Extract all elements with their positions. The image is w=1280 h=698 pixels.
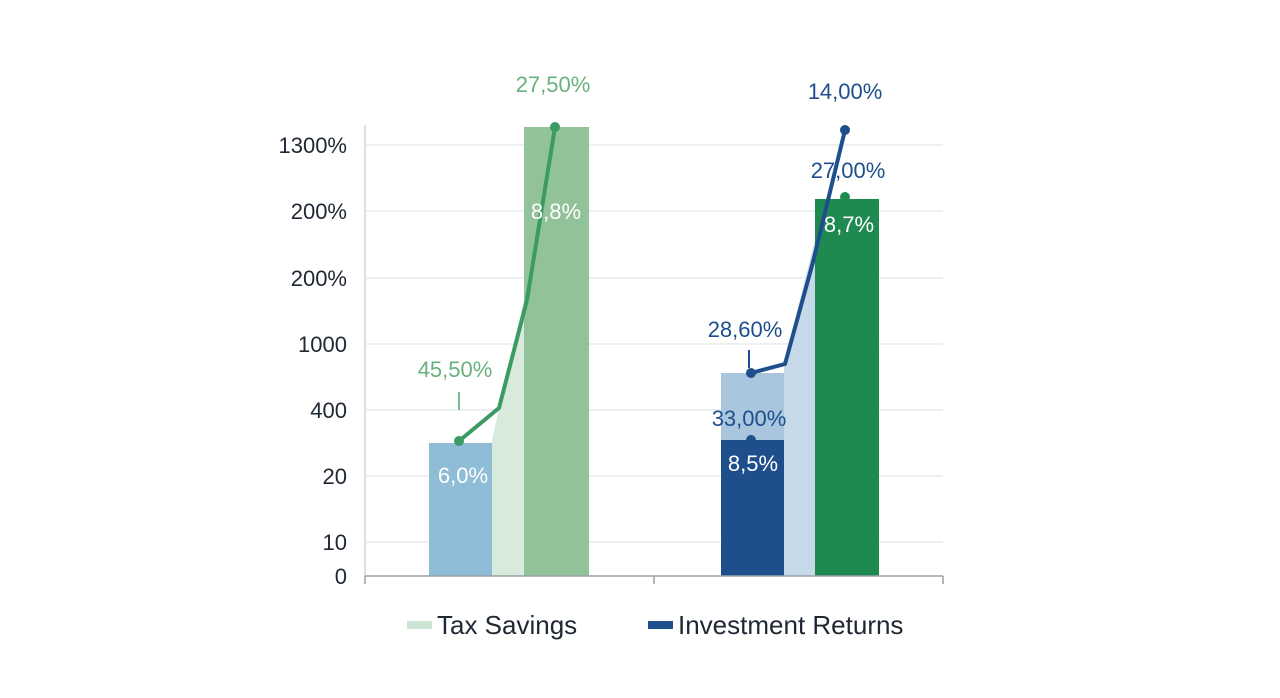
data-label: 27,50% [516,72,591,97]
data-labels: 27,50% 45,50% 8,8% 6,0% 14,00% 27,00% 8,7% 28,6… [418,72,886,488]
x-axis [364,575,944,584]
line-marker [550,122,560,132]
data-label: 45,50% [418,357,493,382]
line-marker [454,436,464,446]
area-shade [492,300,524,576]
data-label: 8,5% [728,451,778,476]
legend: Tax Savings Investment Returns [407,610,903,640]
legend-label: Tax Savings [437,610,577,640]
data-label: 14,00% [808,79,883,104]
data-label: 28,60% [708,317,783,342]
bar [429,443,492,576]
y-tick-label: 200% [291,266,347,291]
data-label: 6,0% [438,463,488,488]
area-shading [492,240,815,576]
bar [524,127,589,576]
data-label: 33,00% [712,406,787,431]
series-lines [454,122,850,446]
line-marker [746,435,756,445]
legend-label: Investment Returns [678,610,903,640]
y-tick-label: 1000 [298,332,347,357]
bars [429,127,879,576]
data-label: 27,00% [811,158,886,183]
y-tick-label: 10 [323,530,347,555]
y-tick-label: 400 [310,398,347,423]
y-tick-label: 0 [335,564,347,589]
y-tick-label: 20 [323,464,347,489]
data-label: 8,8% [531,199,581,224]
series-line [457,125,557,443]
y-tick-label: 1300% [278,133,347,158]
legend-swatch [407,621,432,629]
line-marker [840,125,850,135]
y-tick-label: 200% [291,199,347,224]
series-line [749,128,847,375]
data-label: 8,7% [824,212,874,237]
bar [815,199,879,576]
bar [721,440,784,576]
area-shade [784,240,815,576]
legend-swatch [648,621,673,629]
y-axis-ticks: 1300% 200% 200% 1000 400 20 10 0 [278,133,347,589]
line-marker [746,368,756,378]
line-marker [840,192,850,202]
